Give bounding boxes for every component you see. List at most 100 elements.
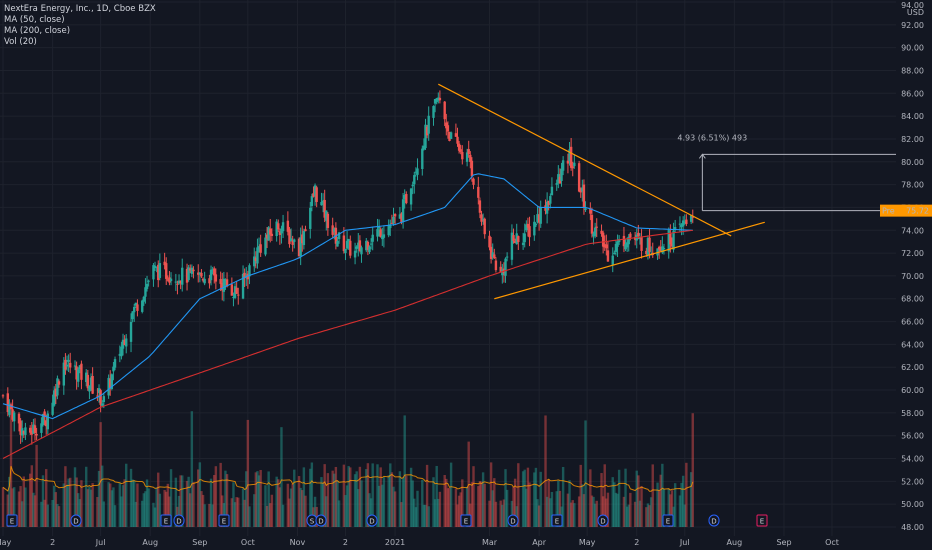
volume-bar <box>648 505 651 527</box>
price-axis-label: 80.00 <box>901 158 924 167</box>
candle-body <box>555 183 558 185</box>
candle-body <box>288 229 291 245</box>
volume-bar <box>523 469 526 527</box>
candle-body <box>526 223 530 228</box>
price-range-measure[interactable]: 4.93 (6.51%) 493 <box>677 133 896 212</box>
candle-body <box>633 236 637 240</box>
candle-body <box>281 222 285 232</box>
candle-body <box>78 365 82 370</box>
volume-bar <box>416 490 419 527</box>
volume-bar <box>211 504 214 527</box>
volume-bar <box>129 468 133 527</box>
volume-bar <box>110 490 114 527</box>
candle-body <box>53 390 56 406</box>
volume-bar <box>544 415 547 527</box>
volume-bar <box>32 492 35 527</box>
volume-bar <box>421 479 424 527</box>
indicator-volume[interactable]: Vol (20) <box>4 37 37 47</box>
volume-bar <box>125 463 128 527</box>
candle-body <box>606 250 610 262</box>
candle-body <box>589 208 592 214</box>
time-axis-label: Nov <box>290 538 306 547</box>
price-axis-label: 50.00 <box>901 500 924 509</box>
candle-body <box>264 237 267 255</box>
candle-body <box>493 254 496 259</box>
volume-bar <box>270 494 274 527</box>
currency-label: USD <box>907 8 924 17</box>
volume-bar <box>147 488 150 527</box>
candle-body <box>501 269 504 276</box>
volume-bar <box>470 482 474 527</box>
event-badge-label: D <box>711 518 716 526</box>
candle-body <box>57 381 61 385</box>
volume-bar <box>526 467 530 527</box>
volume-bar <box>278 487 282 527</box>
candle-body <box>158 263 162 278</box>
volume-bar <box>377 485 381 527</box>
price-axis-label: 56.00 <box>901 432 924 441</box>
candle-body <box>510 232 514 260</box>
candle-body <box>277 223 280 230</box>
triangle-trendlines[interactable] <box>438 83 765 300</box>
volume-bar <box>353 474 357 527</box>
volume-bar <box>62 483 66 527</box>
volume-bar <box>499 500 502 527</box>
volume-bar <box>368 493 371 527</box>
volume-bar <box>232 482 235 527</box>
volume-bar <box>627 504 630 527</box>
volume-bar <box>269 503 272 527</box>
candle-body <box>19 420 22 435</box>
event-badge-label: D <box>510 518 515 526</box>
volume-bar <box>481 472 485 527</box>
candle-body <box>549 196 552 204</box>
candle-body <box>424 124 427 149</box>
event-badge-label: E <box>164 518 168 526</box>
volume-bar <box>45 469 48 527</box>
volume-bar <box>661 463 664 527</box>
volume-bar <box>344 495 347 527</box>
volume-bar <box>13 487 16 527</box>
candle-body <box>416 168 419 175</box>
volume-bar <box>595 500 598 527</box>
candle-body <box>590 214 594 234</box>
candle-body <box>673 227 677 230</box>
volume-bar <box>310 462 314 527</box>
indicator-ma200[interactable]: MA (200, close) <box>4 26 71 36</box>
event-badge-label: S <box>310 518 315 526</box>
volume-bar <box>75 477 78 527</box>
volume-bar <box>369 498 373 527</box>
candle-body <box>443 101 446 120</box>
candle-body <box>467 149 470 155</box>
candle-body <box>88 385 91 392</box>
volume-bar <box>336 480 339 527</box>
volume-bar <box>645 507 648 527</box>
candle-body <box>457 143 461 151</box>
volume-bar <box>19 486 22 527</box>
candlestick-series[interactable] <box>1 90 694 445</box>
candle-body <box>469 154 472 162</box>
candle-body <box>662 248 666 250</box>
volume-bar <box>233 502 237 527</box>
volume-bar <box>41 475 45 527</box>
candle-body <box>645 250 648 255</box>
candle-body <box>56 378 59 396</box>
volume-bar <box>133 480 136 527</box>
candle-body <box>86 374 90 389</box>
time-axis[interactable]: May 2 Jul Aug Sep Oct Nov 2 2021 Mar Apr May 2 Jul Aug… <box>0 536 932 550</box>
candle-body <box>477 186 480 198</box>
volume-bar <box>505 489 509 527</box>
volume-bar <box>275 476 278 527</box>
indicator-ma50[interactable]: MA (50, close) <box>4 15 65 25</box>
candle-body <box>465 152 469 162</box>
candle-body <box>683 222 686 224</box>
candle-body <box>616 241 619 247</box>
price-axis-top-label: 94.00 <box>901 1 924 10</box>
symbol-title[interactable]: NextEra Energy, Inc., 1D, Cboe BZX <box>4 4 156 14</box>
time-axis-label: 2021 <box>385 538 405 547</box>
candle-body <box>461 151 464 160</box>
candle-body <box>601 232 605 247</box>
volume-bar <box>425 464 429 527</box>
